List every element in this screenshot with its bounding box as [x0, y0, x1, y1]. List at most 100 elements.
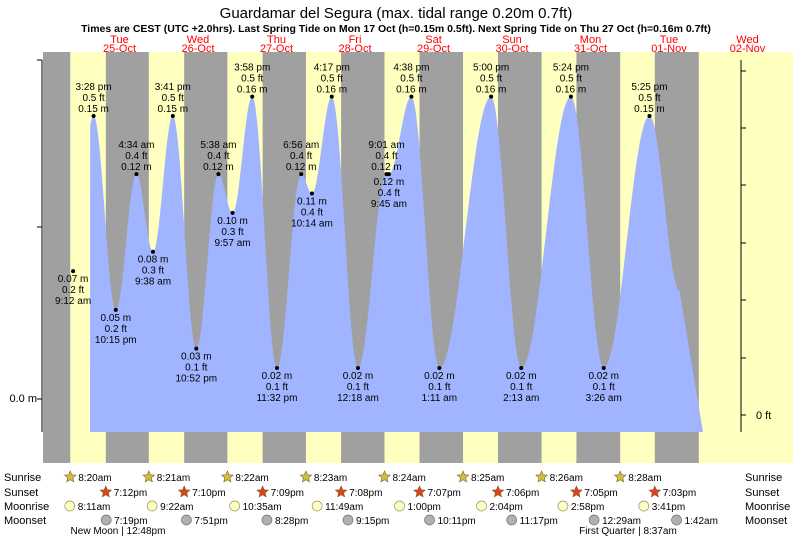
sunrise-time: 8:22am — [235, 473, 268, 484]
tide-time: 5:25 pm — [631, 82, 667, 93]
moonset-icon — [588, 514, 600, 526]
tide-height-ft: 0.5 ft — [162, 93, 184, 104]
sunrise-icon — [299, 470, 313, 483]
tide-time: 5:38 am — [200, 140, 236, 151]
sunset-icon — [413, 485, 426, 498]
sunrise-icon — [63, 470, 77, 483]
tide-height-ft: 0.4 ft — [290, 151, 312, 162]
tide-height-ft: 0.1 ft — [347, 382, 369, 393]
tide-height-m: 0.02 m — [343, 371, 374, 382]
moon-phase-name: First Quarter — [579, 526, 636, 537]
moonrise-time: 9:22am — [160, 502, 193, 513]
tide-point — [250, 94, 255, 99]
sunset-icon — [256, 485, 270, 498]
tide-height-m: 0.16 m — [556, 85, 587, 96]
tide-height-ft: 0.1 ft — [510, 382, 532, 393]
tide-height-m: 0.12 m — [286, 162, 317, 173]
sunset-time: 7:10pm — [192, 488, 225, 499]
moonset-icon — [424, 514, 435, 526]
tide-height-m: 0.16 m — [237, 85, 268, 96]
tide-height-m: 0.12 m — [374, 177, 405, 188]
tide-time: 10:14 am — [291, 219, 333, 230]
tide-time: 9:38 am — [135, 277, 171, 288]
tide-height-ft: 0.5 ft — [321, 74, 343, 85]
moonrise-icon — [146, 500, 158, 512]
sunrise-icon — [613, 470, 627, 483]
tide-time: 4:17 pm — [314, 63, 350, 74]
sunrise-icon — [456, 470, 470, 483]
tide-time: 9:12 am — [55, 296, 91, 307]
day-label: Fri — [349, 34, 362, 46]
tide-point — [386, 172, 391, 177]
sunset-time: 7:05pm — [584, 488, 617, 499]
sunset-time: 7:07pm — [428, 488, 461, 499]
water-area — [90, 96, 703, 432]
tide-height-ft: 0.1 ft — [428, 382, 450, 393]
tide-height-ft: 0.5 ft — [560, 74, 582, 85]
moonset-time: 8:28pm — [275, 516, 308, 527]
moonrise-time: 3:41pm — [652, 502, 685, 513]
tide-height-m: 0.16 m — [396, 85, 427, 96]
chart-subtitle: Times are CEST (UTC +2.0hrs). Last Sprin… — [81, 23, 711, 35]
daylight-band — [698, 52, 793, 463]
tide-height-ft: 0.3 ft — [221, 227, 243, 238]
day-label: Sat — [425, 34, 442, 46]
moonrise-time: 1:00pm — [408, 502, 441, 513]
moonrise-time: 2:58pm — [571, 502, 604, 513]
sunrise-time: 8:24am — [392, 473, 425, 484]
day-label: Wed — [736, 34, 758, 46]
moonset-icon — [342, 514, 354, 526]
tide-height-m: 0.05 m — [100, 313, 131, 324]
astronomy-rows: Sunrise Sunrise Sunset Sunset Moonrise Moonri… — [4, 470, 790, 537]
tide-point — [216, 172, 221, 177]
sunset-icon — [569, 485, 583, 498]
tide-point — [230, 210, 235, 215]
tide-height-m: 0.08 m — [138, 255, 169, 266]
sunrise-time: 8:23am — [314, 473, 347, 484]
sunset-icon — [99, 485, 113, 498]
moonset-time: 1:42am — [685, 516, 718, 527]
tide-height-m: 0.11 m — [297, 197, 327, 208]
moonset-time: 7:51pm — [194, 516, 227, 527]
y-axis-label-left: 0.0 m — [9, 393, 37, 405]
sunrise-time: 8:20am — [78, 473, 111, 484]
tide-point — [71, 269, 76, 274]
sunrise-icon — [142, 470, 156, 483]
tide-time: 1:11 am — [422, 393, 457, 404]
sunset-icon — [177, 485, 191, 498]
tide-height-m: 0.10 m — [217, 216, 248, 227]
day-label: Thu — [267, 34, 286, 46]
sunset-time: 7:09pm — [271, 488, 304, 499]
tide-time: 9:01 am — [368, 140, 404, 151]
tide-height-m: 0.03 m — [181, 352, 212, 363]
tide-time: 3:26 am — [586, 393, 622, 404]
tide-height-ft: 0.5 ft — [82, 93, 104, 104]
moon-phase-name: New Moon — [71, 526, 119, 537]
sunrise-icon — [378, 470, 391, 483]
tide-time: 3:41 pm — [155, 82, 191, 93]
moonset-time: 10:11pm — [438, 516, 476, 527]
tide-point — [355, 366, 360, 371]
tide-point — [134, 172, 139, 177]
tide-time: 12:18 am — [337, 393, 379, 404]
tide-point — [170, 113, 175, 118]
tide-height-m: 0.16 m — [476, 85, 507, 96]
tide-point — [309, 191, 314, 196]
moon-phase-time: 12:48pm — [127, 526, 166, 537]
tide-time: 3:28 pm — [76, 82, 112, 93]
tide-height-ft: 0.3 ft — [142, 266, 164, 277]
sunrise-time: 8:26am — [550, 473, 583, 484]
tide-height-ft: 0.4 ft — [207, 151, 229, 162]
day-label: Sun — [502, 34, 522, 46]
sunrise-icon — [535, 470, 549, 483]
date-label: 25-Oct — [103, 43, 136, 55]
sunrise-icon — [220, 470, 234, 483]
tide-point — [601, 366, 606, 371]
tide-time: 9:45 am — [371, 199, 407, 210]
day-label: Tue — [660, 34, 679, 46]
sunset-time: 7:12pm — [114, 488, 147, 499]
date-label: 31-Oct — [574, 43, 607, 55]
date-label: 02-Nov — [730, 43, 766, 55]
moonrise-icon — [638, 500, 650, 512]
